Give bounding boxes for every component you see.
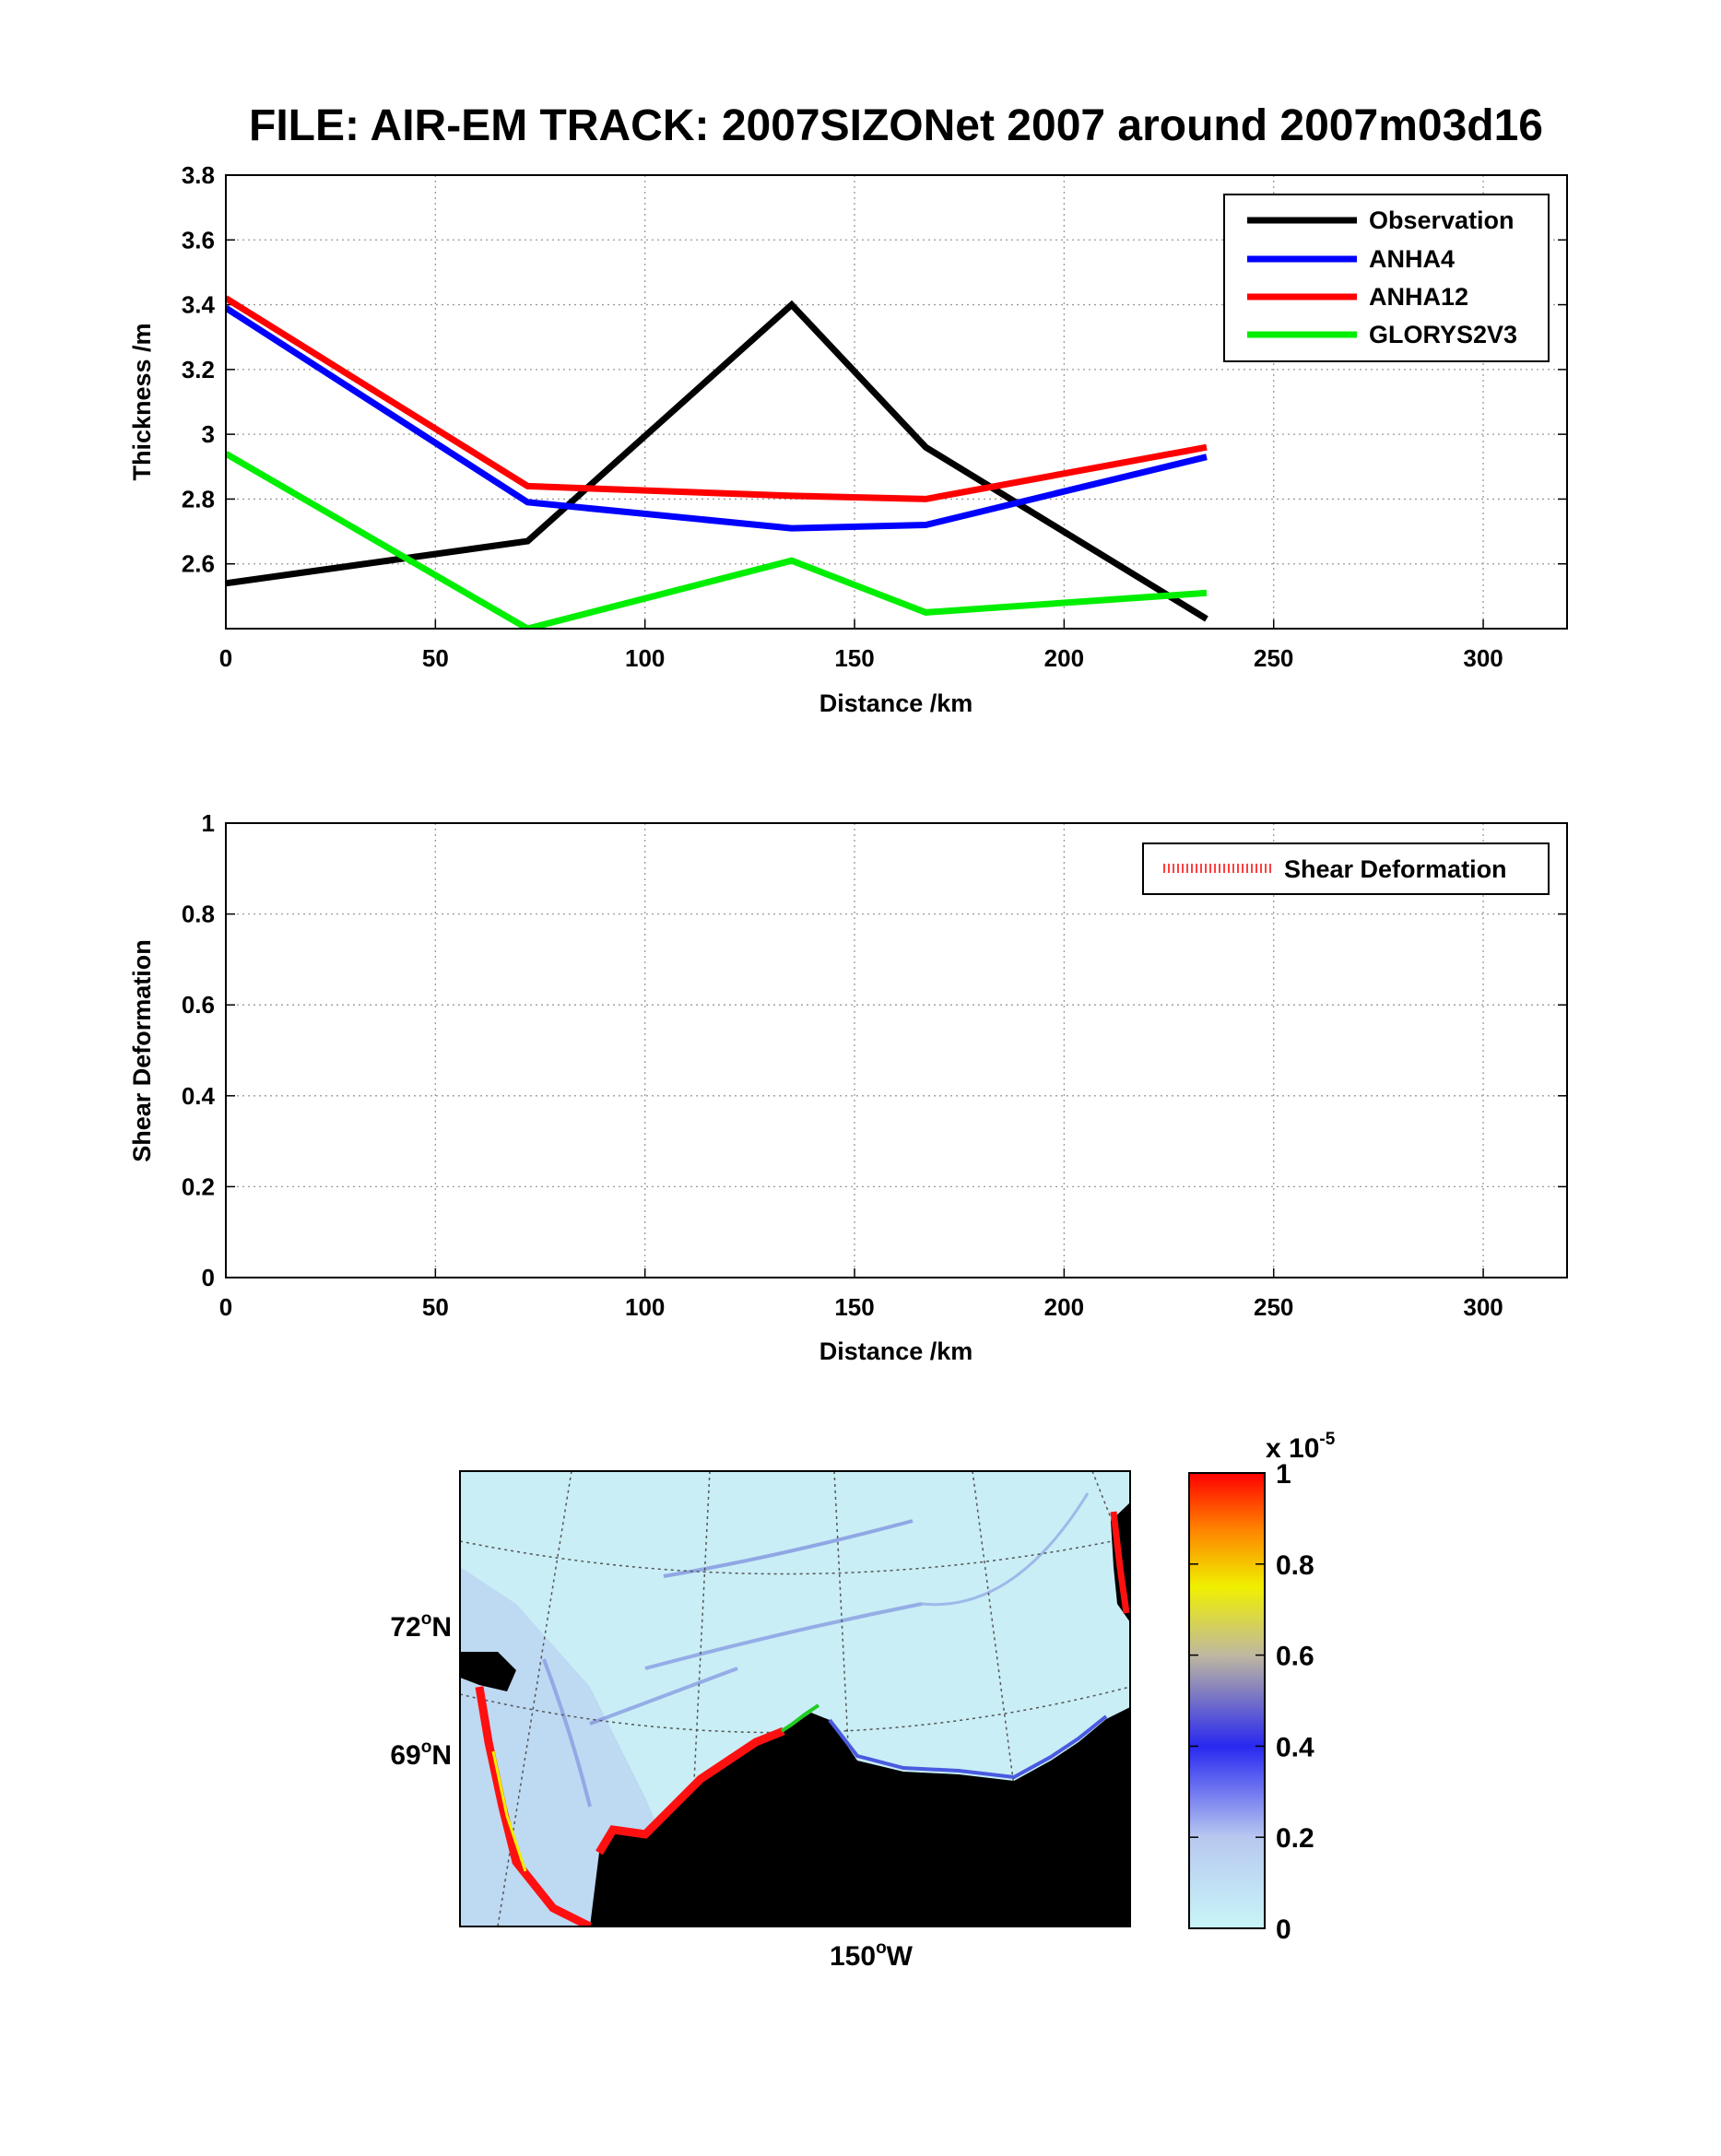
colorbar-scale-label: x 10-5	[1266, 1430, 1336, 1464]
map-graticule-parallel-1	[460, 1537, 1130, 1575]
map-frame	[459, 1470, 1131, 1927]
colorbar-tick-label: 0.2	[1276, 1823, 1314, 1854]
thickness-y-tick-label: 3	[202, 420, 215, 448]
colorbar: 0 0.2 0.4 0.6 0.8 1 x 10-5	[1188, 1430, 1336, 1945]
thickness-y-tick-label: 3.8	[182, 161, 215, 189]
map-lon-label-150: 150oW	[830, 1938, 914, 1972]
shear-panel: 0 50 100 150 200 250 300 0 0.2 0.4 0.6 0.8 1 Distanc…	[128, 809, 1568, 1365]
map-lon-150-suffix: W	[887, 1941, 914, 1972]
shear-x-tick-label: 50	[422, 1293, 449, 1321]
colorbar-tick-label: 1	[1276, 1459, 1291, 1490]
map-lat-72-suffix: N	[431, 1612, 452, 1643]
legend-shear-label: Shear Deformation	[1284, 855, 1507, 883]
figure-title: FILE: AIR-EM TRACK: 2007SIZONet 2007 aro…	[249, 101, 1543, 150]
shear-x-tick-label: 100	[625, 1293, 665, 1321]
map-lat-72-value: 72	[390, 1612, 420, 1643]
map-lead-4	[542, 1658, 592, 1808]
thickness-x-tick-label: 300	[1463, 644, 1503, 672]
shear-y-tick-label: 0.6	[182, 991, 215, 1019]
shear-grid	[225, 822, 1567, 1278]
colorbar-scale-prefix: x 10	[1266, 1433, 1319, 1464]
map-lat-label-72: 72oN	[390, 1609, 452, 1643]
map-lat-69-suffix: N	[431, 1740, 452, 1771]
thickness-x-tick-label: 150	[834, 644, 874, 672]
legend-observation-label: Observation	[1369, 206, 1515, 234]
thickness-legend: Observation ANHA4 ANHA12 GLORYS2V3	[1223, 194, 1550, 362]
colorbar-tick-label: 0	[1276, 1914, 1291, 1945]
shear-y-tick-label: 0.2	[182, 1172, 215, 1200]
series-line-glorys2v3	[226, 451, 1208, 629]
colorbar-tick-label: 0.6	[1276, 1642, 1314, 1672]
thickness-y-tick-label: 2.6	[182, 550, 215, 578]
map-land-northwest	[460, 1652, 516, 1691]
colorbar-scale-exponent: -5	[1319, 1430, 1335, 1449]
shear-y-tick-label: 0	[202, 1264, 215, 1291]
shear-axes-frame	[225, 822, 1568, 1278]
map-coast-red-2	[475, 1686, 593, 1926]
thickness-tick-labels: 0 50 100 150 200 250 300 2.6 2.8 3 3.2 3.4 3.6 3.8	[182, 161, 1503, 672]
colorbar-tick-label: 0.8	[1276, 1550, 1314, 1581]
shear-x-tick-label: 300	[1463, 1293, 1503, 1321]
map-land-mass	[590, 1707, 1130, 1926]
colorbar-tick-labels: 0 0.2 0.4 0.6 0.8 1	[1189, 1459, 1314, 1945]
series-line-observation	[226, 300, 1208, 622]
map-lat-69-value: 69	[390, 1740, 420, 1771]
thickness-y-tick-label: 3.4	[182, 291, 216, 319]
colorbar-tick-label: 0.4	[1276, 1732, 1314, 1762]
shear-x-tick-label: 150	[834, 1293, 874, 1321]
shear-y-tick-label: 0.8	[182, 901, 215, 928]
shear-y-tick-label: 0.4	[182, 1082, 216, 1110]
thickness-y-tick-label: 3.2	[182, 356, 215, 383]
series-line-anha12	[226, 295, 1208, 502]
thickness-axes-frame	[225, 174, 1568, 630]
thickness-x-tick-label: 200	[1044, 644, 1084, 672]
map-lon-150-degree: o	[876, 1938, 887, 1958]
map-coast-red-1	[595, 1726, 785, 1856]
map-lon-150-value: 150	[830, 1941, 876, 1972]
shear-x-axis-label: Distance /km	[819, 1337, 973, 1365]
shear-y-axis-label: Shear Deformation	[128, 939, 156, 1162]
map-coast-yellow	[491, 1750, 527, 1872]
shear-y-tick-label: 1	[202, 809, 215, 837]
legend-anha12-label: ANHA12	[1369, 283, 1468, 311]
map-graticule-meridian-2	[686, 1471, 711, 1926]
map-lat-label-69: 69oN	[390, 1738, 452, 1771]
map-field	[460, 1471, 1130, 1926]
thickness-y-tick-label: 3.6	[182, 226, 215, 253]
map-lat-72-degree: o	[421, 1609, 432, 1629]
map-lead-3	[589, 1667, 738, 1726]
thickness-y-axis-label: Thickness /m	[128, 323, 156, 480]
map-lat-69-degree: o	[421, 1738, 432, 1757]
map-lead-2	[644, 1602, 923, 1670]
shear-legend: Shear Deformation	[1142, 842, 1550, 895]
legend-anha4-label: ANHA4	[1369, 245, 1455, 273]
thickness-y-tick-label: 2.8	[182, 485, 215, 512]
shear-x-tick-label: 250	[1254, 1293, 1293, 1321]
map-coast-red-3	[1110, 1511, 1130, 1614]
thickness-panel: 0 50 100 150 200 250 300 2.6 2.8 3 3.2 3.4 3.6 3.8 Di…	[128, 161, 1568, 717]
thickness-x-tick-label: 50	[422, 644, 449, 672]
map-track	[780, 1703, 820, 1733]
thickness-x-tick-label: 100	[625, 644, 665, 672]
map-graticule-meridian-3	[833, 1471, 858, 1926]
thickness-x-axis-label: Distance /km	[819, 689, 973, 717]
shear-x-tick-label: 200	[1044, 1293, 1084, 1321]
shear-tick-labels: 0 50 100 150 200 250 300 0 0.2 0.4 0.6 0.8 1	[182, 809, 1503, 1321]
legend-glorys2v3-label: GLORYS2V3	[1369, 321, 1517, 348]
colorbar-ramp	[1188, 1472, 1266, 1929]
map-lead-5	[921, 1492, 1090, 1607]
thickness-series-lines	[226, 295, 1208, 629]
series-line-anha4	[226, 305, 1208, 532]
map-panel: 72oN 69oN 150oW	[390, 1470, 1131, 1972]
shear-x-tick-label: 0	[219, 1293, 232, 1321]
thickness-x-tick-label: 250	[1254, 644, 1293, 672]
map-coast-blue	[828, 1714, 1108, 1780]
thickness-x-tick-label: 0	[219, 644, 232, 672]
